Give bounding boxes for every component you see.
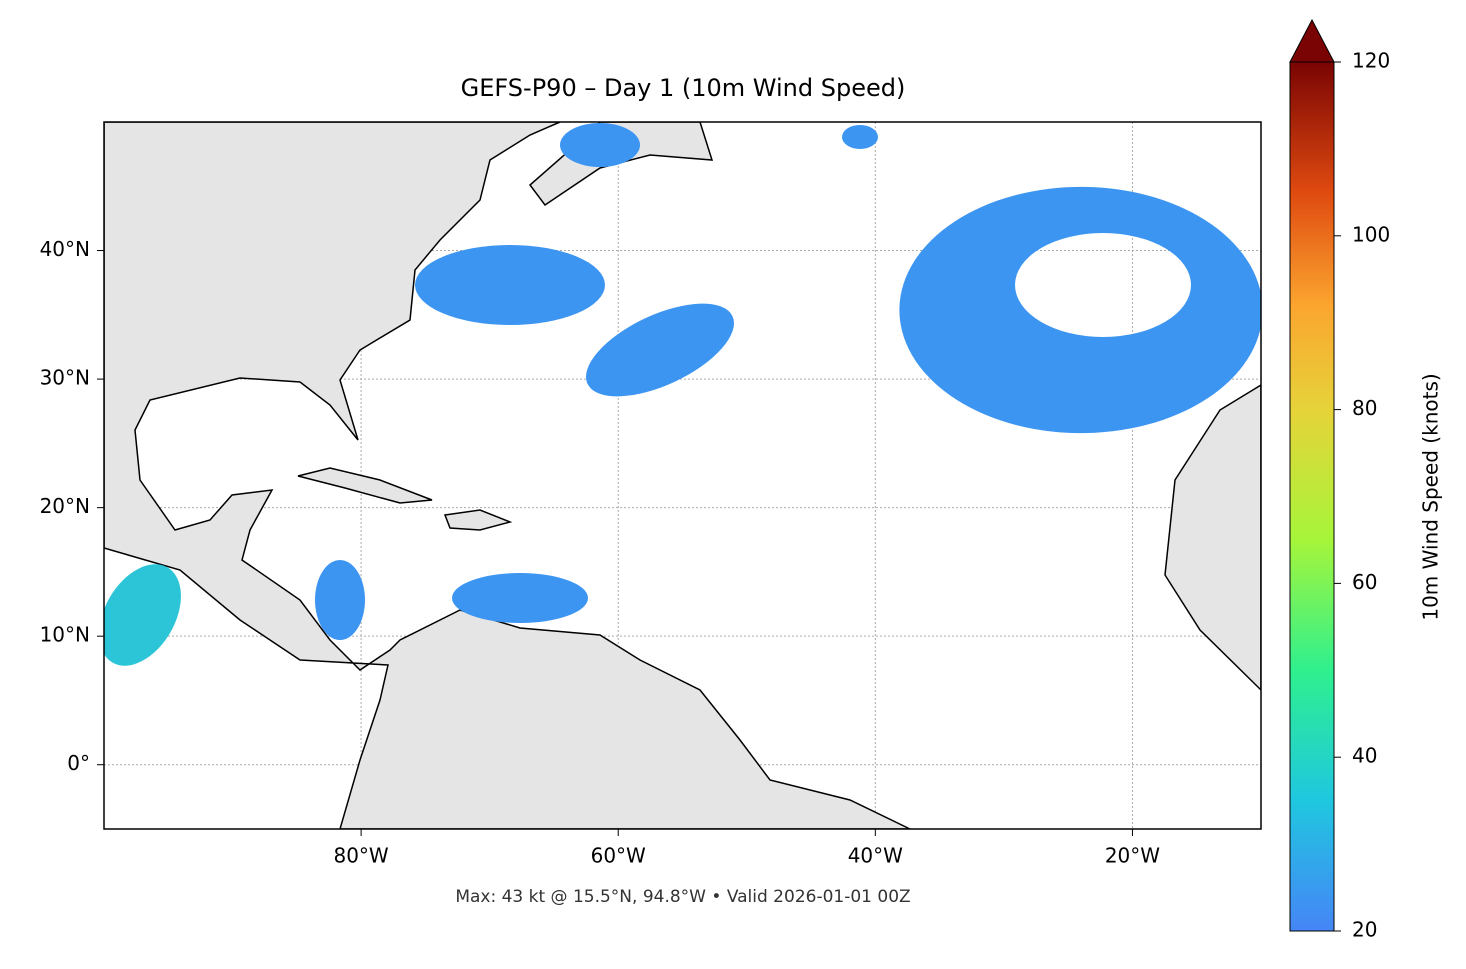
map-area bbox=[104, 122, 1261, 829]
wind-blob bbox=[560, 123, 640, 167]
wind-blob bbox=[452, 573, 588, 623]
y-tick-label: 10°N bbox=[40, 623, 90, 647]
y-tick-label: 0° bbox=[67, 751, 90, 775]
wind-blob bbox=[586, 303, 734, 397]
wind-blob bbox=[415, 245, 605, 325]
colorbar-tick-label: 20 bbox=[1352, 918, 1377, 942]
africa bbox=[1164, 384, 1261, 692]
y-tick-label: 30°N bbox=[40, 366, 90, 390]
x-tick-label: 20°W bbox=[1105, 844, 1160, 868]
y-tick-label: 20°N bbox=[40, 494, 90, 518]
wind-blob bbox=[315, 560, 365, 640]
x-tick-label: 60°W bbox=[591, 844, 646, 868]
colorbar bbox=[1289, 61, 1335, 932]
hispaniola bbox=[443, 509, 513, 531]
note: Max: 43 kt @ 15.5°N, 94.8°W • Valid 2026… bbox=[455, 887, 910, 907]
x-tick-label: 40°W bbox=[848, 844, 903, 868]
colorbar-tick-label: 120 bbox=[1352, 49, 1390, 73]
title: GEFS-P90 – Day 1 (10m Wind Speed) bbox=[461, 74, 906, 102]
wind-blob bbox=[842, 125, 878, 149]
cuba bbox=[297, 467, 433, 504]
wind-ring bbox=[899, 186, 1261, 434]
north-america bbox=[104, 122, 911, 829]
colorbar-extend bbox=[1289, 18, 1335, 63]
colorbar-tick-label: 40 bbox=[1352, 744, 1377, 768]
x-tick-label: 80°W bbox=[333, 844, 388, 868]
colorbar-tick-label: 100 bbox=[1352, 222, 1390, 246]
map-frame bbox=[103, 121, 1262, 830]
colorbar-tick-label: 80 bbox=[1352, 396, 1377, 420]
colorbar-tick-label: 60 bbox=[1352, 570, 1377, 594]
atlantic-canada bbox=[528, 122, 714, 207]
y-tick-label: 40°N bbox=[40, 237, 90, 261]
colorbar-label: 10m Wind Speed (knots) bbox=[1419, 373, 1443, 620]
wind-blob bbox=[104, 564, 181, 666]
